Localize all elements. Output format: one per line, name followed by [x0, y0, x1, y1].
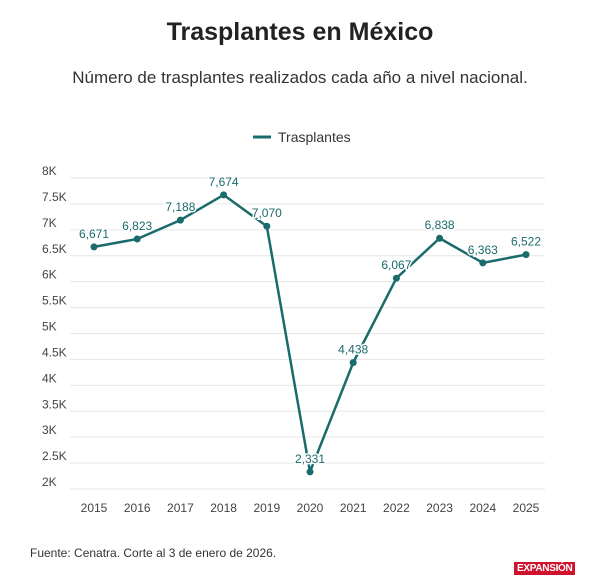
- data-label: 6,363: [468, 243, 498, 257]
- y-tick-label: 5K: [42, 320, 57, 334]
- chart-title: Trasplantes en México: [166, 18, 434, 46]
- y-tick-label: 4K: [42, 371, 57, 385]
- y-tick-label: 7K: [42, 216, 57, 230]
- data-point: [263, 222, 271, 230]
- x-tick-label: 2019: [253, 501, 280, 515]
- data-point: [392, 274, 400, 282]
- data-point: [90, 243, 98, 251]
- data-label: 6,671: [79, 227, 109, 241]
- data-label: 6,823: [122, 219, 152, 233]
- y-tick-label: 3.5K: [42, 397, 67, 411]
- data-point: [220, 191, 228, 199]
- legend-label: Trasplantes: [278, 129, 351, 145]
- x-tick-label: 2022: [383, 501, 410, 515]
- data-point: [522, 251, 530, 259]
- y-tick-label: 7.5K: [42, 190, 67, 204]
- data-label: 2,331: [295, 452, 325, 466]
- data-label: 7,070: [252, 206, 282, 220]
- y-tick-label: 4.5K: [42, 345, 67, 359]
- source-note: Fuente: Cenatra. Corte al 3 de enero de …: [30, 546, 277, 560]
- x-tick-label: 2018: [210, 501, 237, 515]
- chart-subtitle: Número de trasplantes realizados cada añ…: [72, 68, 528, 87]
- x-tick-label: 2016: [124, 501, 151, 515]
- x-tick-label: 2020: [297, 501, 324, 515]
- data-point: [133, 235, 141, 243]
- y-tick-label: 6K: [42, 268, 57, 282]
- data-label: 7,188: [165, 200, 195, 214]
- data-label: 4,438: [338, 343, 368, 357]
- y-tick-label: 2K: [42, 475, 57, 489]
- data-point: [176, 216, 184, 224]
- expansion-logo: EXPANSIÓN: [514, 562, 576, 575]
- data-label: 6,838: [425, 218, 455, 232]
- x-tick-label: 2023: [426, 501, 453, 515]
- x-tick-label: 2015: [81, 501, 108, 515]
- y-tick-label: 5.5K: [42, 294, 67, 308]
- data-label: 7,674: [209, 175, 239, 189]
- data-point: [306, 468, 314, 476]
- y-tick-label: 8K: [42, 164, 57, 178]
- data-label: 6,067: [381, 258, 411, 272]
- x-tick-label: 2017: [167, 501, 194, 515]
- y-tick-label: 2.5K: [42, 449, 67, 463]
- x-tick-label: 2024: [469, 501, 496, 515]
- data-point: [349, 359, 357, 367]
- data-label: 6,522: [511, 235, 541, 249]
- x-tick-label: 2021: [340, 501, 367, 515]
- y-tick-label: 6.5K: [42, 242, 67, 256]
- data-point: [436, 234, 444, 242]
- data-point: [479, 259, 487, 267]
- x-tick-label: 2025: [513, 501, 540, 515]
- y-tick-label: 3K: [42, 423, 57, 437]
